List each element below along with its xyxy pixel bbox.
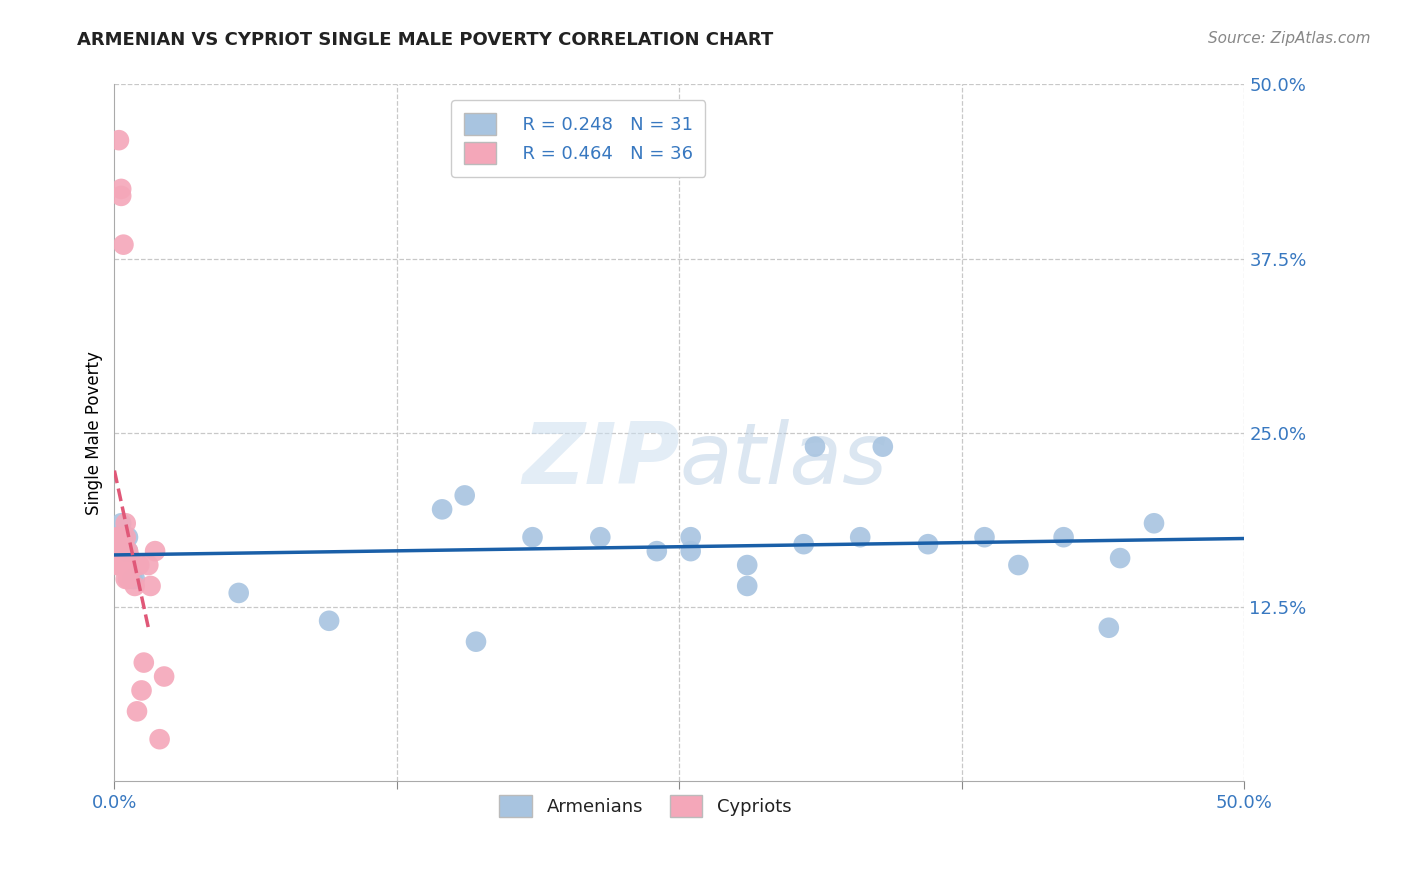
Point — [124, 572, 146, 586]
Point — [108, 530, 131, 544]
Point — [143, 544, 166, 558]
Point — [112, 537, 135, 551]
Point — [108, 530, 131, 544]
Point — [128, 558, 150, 572]
Point — [132, 656, 155, 670]
Point — [1098, 621, 1121, 635]
Point — [110, 530, 132, 544]
Point — [120, 551, 142, 566]
Point — [318, 614, 340, 628]
Point — [522, 530, 544, 544]
Point — [735, 558, 758, 572]
Point — [125, 704, 148, 718]
Text: atlas: atlas — [679, 419, 887, 502]
Point — [114, 551, 136, 566]
Point — [645, 544, 668, 558]
Point — [110, 182, 132, 196]
Point — [430, 502, 453, 516]
Point — [973, 530, 995, 544]
Point — [108, 133, 131, 147]
Point — [1143, 516, 1166, 531]
Point — [454, 488, 477, 502]
Point — [1052, 530, 1074, 544]
Text: ARMENIAN VS CYPRIOT SINGLE MALE POVERTY CORRELATION CHART: ARMENIAN VS CYPRIOT SINGLE MALE POVERTY … — [77, 31, 773, 49]
Point — [735, 579, 758, 593]
Point — [793, 537, 815, 551]
Point — [589, 530, 612, 544]
Y-axis label: Single Male Poverty: Single Male Poverty — [86, 351, 103, 515]
Point — [105, 537, 128, 551]
Text: ZIP: ZIP — [522, 419, 679, 502]
Point — [465, 634, 488, 648]
Legend: Armenians, Cypriots: Armenians, Cypriots — [492, 788, 799, 824]
Point — [114, 530, 136, 544]
Point — [679, 530, 702, 544]
Point — [105, 530, 128, 544]
Point — [872, 440, 894, 454]
Point — [117, 530, 139, 544]
Point — [108, 551, 131, 566]
Point — [110, 189, 132, 203]
Point — [1109, 551, 1132, 566]
Point — [110, 537, 132, 551]
Point — [108, 558, 131, 572]
Point — [228, 586, 250, 600]
Point — [917, 537, 939, 551]
Point — [849, 530, 872, 544]
Point — [110, 544, 132, 558]
Point — [121, 572, 143, 586]
Point — [131, 683, 153, 698]
Point — [114, 558, 136, 572]
Point — [114, 572, 136, 586]
Point — [124, 579, 146, 593]
Point — [105, 544, 128, 558]
Point — [117, 544, 139, 558]
Point — [153, 669, 176, 683]
Point — [149, 732, 172, 747]
Point — [114, 516, 136, 531]
Point — [136, 558, 159, 572]
Point — [117, 572, 139, 586]
Point — [110, 558, 132, 572]
Point — [110, 551, 132, 566]
Point — [110, 516, 132, 531]
Point — [139, 579, 162, 593]
Point — [112, 530, 135, 544]
Point — [112, 237, 135, 252]
Point — [117, 544, 139, 558]
Point — [804, 440, 827, 454]
Text: Source: ZipAtlas.com: Source: ZipAtlas.com — [1208, 31, 1371, 46]
Point — [108, 544, 131, 558]
Point — [679, 544, 702, 558]
Point — [121, 558, 143, 572]
Point — [120, 565, 142, 579]
Point — [105, 558, 128, 572]
Point — [112, 551, 135, 566]
Point — [114, 544, 136, 558]
Point — [1007, 558, 1029, 572]
Point — [117, 558, 139, 572]
